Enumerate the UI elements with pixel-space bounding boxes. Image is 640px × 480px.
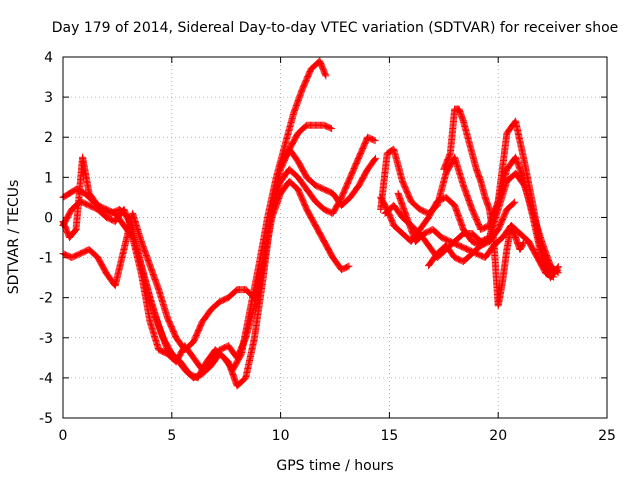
data-point [553,268,561,276]
y-tick-label: -1 [39,251,53,267]
data-points [59,57,562,390]
y-tick-label: 3 [44,90,53,106]
data-point [520,239,528,247]
y-tick-label: 4 [44,50,53,66]
data-point [510,199,518,207]
x-tick-label: 10 [272,428,290,444]
y-tick-label: 0 [44,210,53,226]
data-point [322,72,330,80]
chart-title: Day 179 of 2014, Sidereal Day-to-day VTE… [52,20,619,36]
y-tick-label: 2 [44,130,53,146]
series-arc [425,198,519,270]
data-point [372,154,380,162]
tick-labels: 0 5 10 15 20 25 -5 -4 -3 -2 -1 0 1 2 3 4 [39,50,616,444]
series-arc [440,105,528,310]
data-point [511,198,519,206]
series-arc [381,169,562,277]
data-point [371,137,379,145]
y-tick-label: -5 [39,411,53,427]
y-tick-label: -3 [39,331,53,347]
x-tick-label: 25 [598,428,616,444]
x-axis-label: GPS time / hours [276,458,393,474]
x-tick-label: 5 [167,428,176,444]
y-tick-label: -2 [39,291,53,307]
grid [63,57,607,418]
data-point [554,269,562,277]
x-tick-label: 20 [489,428,507,444]
data-point [550,273,558,281]
data-point [554,263,562,271]
series-arc [59,133,379,374]
x-tick-label: 15 [380,428,398,444]
data-point [326,124,334,132]
series-arc [277,145,380,209]
data-point [371,155,379,163]
y-tick-label: -4 [39,371,53,387]
data-point [321,71,329,79]
data-point [548,272,556,280]
data-point [345,262,353,270]
data-point [344,263,352,271]
data-point [370,136,378,144]
data-point [519,240,527,248]
data-point [328,125,336,133]
x-tick-label: 0 [59,428,68,444]
y-tick-label: 1 [44,170,53,186]
plot-frame [62,56,608,419]
y-axis-label: SDTVAR / TECUs [6,180,22,295]
